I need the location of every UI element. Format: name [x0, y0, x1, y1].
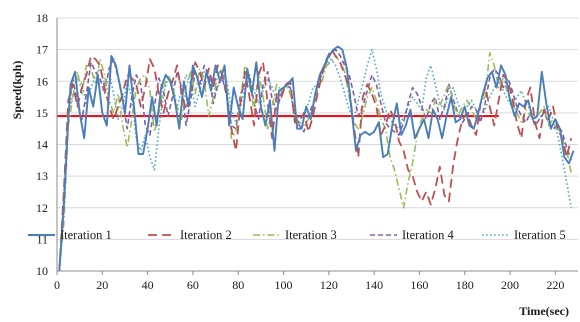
legend: Iteration 1 Iteration 2 Iteration 3 Iterati… — [28, 228, 566, 242]
y-tick-label-16: 16 — [36, 74, 48, 88]
y-tick-label-15: 15 — [36, 106, 48, 120]
y-axis-title: Speed(kph) — [10, 61, 24, 120]
legend-label-iteration-5: Iteration 5 — [514, 228, 566, 242]
y-tick-label-12: 12 — [36, 201, 48, 215]
legend-label-iteration-1: Iteration 1 — [60, 228, 112, 242]
x-tick-label-0: 0 — [54, 278, 60, 292]
x-tick-label-200: 200 — [501, 278, 519, 292]
x-tick-label-20: 20 — [96, 278, 108, 292]
series-lines — [58, 45, 575, 272]
x-tick-label-120: 120 — [320, 278, 338, 292]
y-tick-label-11: 11 — [36, 232, 48, 246]
legend-label-iteration-3: Iteration 3 — [285, 228, 337, 242]
y-tick-label-13: 13 — [36, 169, 48, 183]
legend-item-iteration-5: Iteration 5 — [482, 228, 566, 242]
legend-item-iteration-2: Iteration 2 — [148, 228, 232, 242]
legend-label-iteration-4: Iteration 4 — [402, 228, 454, 242]
legend-item-iteration-3: Iteration 3 — [253, 228, 337, 242]
series-line-iteration-1 — [58, 45, 575, 272]
series-line-iteration-3 — [58, 52, 572, 272]
y-tick-label-14: 14 — [36, 138, 48, 152]
x-tick-label-100: 100 — [275, 278, 293, 292]
y-tick-label-10: 10 — [36, 264, 48, 278]
x-axis-title: Time(sec) — [519, 304, 569, 318]
y-tick-label-17: 17 — [36, 43, 48, 57]
x-tick-label-220: 220 — [546, 278, 564, 292]
x-tick-label-80: 80 — [232, 278, 244, 292]
y-tick-label-18: 18 — [36, 11, 48, 25]
legend-item-iteration-1: Iteration 1 — [28, 228, 112, 242]
legend-label-iteration-2: Iteration 2 — [180, 228, 232, 242]
x-tick-label-60: 60 — [187, 278, 199, 292]
series-line-iteration-5 — [58, 48, 572, 272]
legend-item-iteration-4: Iteration 4 — [370, 228, 454, 242]
x-tick-label-140: 140 — [365, 278, 383, 292]
x-tick-label-180: 180 — [456, 278, 474, 292]
x-tick-label-160: 160 — [410, 278, 428, 292]
x-tick-label-40: 40 — [142, 278, 154, 292]
